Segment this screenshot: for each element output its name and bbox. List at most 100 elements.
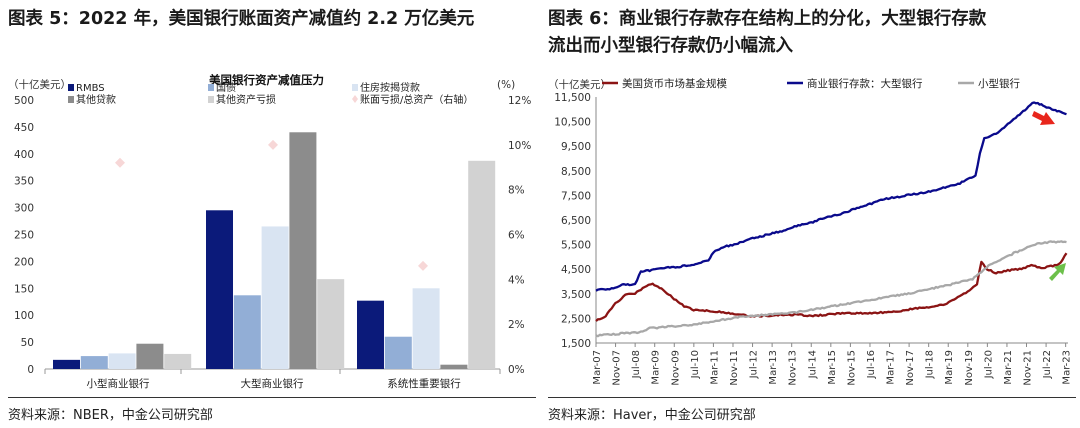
x-tick-label: Mar-17 [886, 350, 897, 385]
line-series-美国货币市场基金规模 [595, 252, 1068, 322]
y-tick-label: 150 [14, 283, 34, 295]
legend-label: 账面亏损/总资产（右轴） [360, 93, 473, 106]
legend-swatch-住房按揭贷款 [352, 84, 358, 91]
x-tick-label: Mar-07 [592, 350, 603, 385]
x-tick-label: Mar-15 [827, 350, 838, 385]
x-category-label: 小型商业银行 [87, 377, 150, 390]
right-source-note: 资料来源：Haver，中金公司研究部 [548, 408, 756, 423]
bar-国债-小型商业银行 [80, 356, 108, 369]
ratio-marker-系统性重要银行 [418, 260, 428, 271]
y-tick-label: 300 [14, 203, 34, 215]
legend-label: 国债 [216, 81, 236, 94]
legend-swatch-国债 [208, 84, 214, 91]
y-tick-label: 11,500 [554, 92, 591, 104]
y-axis-unit: （十亿美元） [548, 78, 611, 91]
legend-label: 美国货币市场基金规模 [622, 77, 727, 90]
y-right-tick-label: 6% [508, 230, 525, 242]
legend-swatch-账面亏损/总资产（右轴） [352, 95, 358, 103]
ratio-marker-小型商业银行 [115, 157, 125, 168]
bar-其他资产亏损-大型商业银行 [317, 279, 345, 369]
y-tick-label: 5,500 [561, 240, 591, 252]
bar-RMBS-系统性重要银行 [357, 300, 384, 369]
x-tick-label: Nov-09 [670, 350, 681, 386]
x-tick-label: Nov-15 [846, 350, 857, 386]
line-series-小型银行 [595, 240, 1067, 338]
x-category-label: 大型商业银行 [241, 377, 304, 390]
line-series-商业银行存款：大型银行 [595, 101, 1067, 292]
bar-其他资产亏损-系统性重要银行 [468, 160, 496, 369]
right-figure-title-line2: 流出而小型银行存款仍小幅流入 [548, 36, 793, 56]
x-tick-label: Nov-17 [905, 350, 916, 386]
legend-label: 小型银行 [978, 77, 1020, 90]
y-tick-label: 4,500 [561, 264, 591, 276]
y-tick-label: 7,500 [561, 190, 591, 202]
bar-住房按揭贷款-大型商业银行 [261, 226, 289, 369]
y-right-tick-label: 10% [508, 140, 531, 152]
y-tick-label: 400 [14, 149, 34, 161]
legend-label: 其他贷款 [76, 93, 116, 106]
y-tick-label: 0 [27, 364, 34, 376]
y-tick-label: 250 [14, 230, 34, 242]
x-tick-label: Nov-13 [788, 350, 799, 386]
y-right-tick-label: 12% [508, 95, 531, 107]
x-tick-label: Nov-19 [964, 350, 975, 386]
x-tick-label: Jul-20 [983, 350, 994, 379]
bar-chart-title: 美国银行资产减值压力 [209, 73, 324, 87]
legend-label: 其他资产亏损 [216, 93, 276, 106]
right-line-chart: （十亿美元） 1,500 2,500 3,500 4,500 5,500 6,500 7,50… [548, 77, 1073, 386]
bar-其他贷款-小型商业银行 [136, 343, 164, 369]
y-tick-label: 50 [21, 337, 34, 349]
bar-其他资产亏损-小型商业银行 [164, 353, 192, 369]
bar-其他贷款-系统性重要银行 [440, 364, 468, 369]
x-tick-label: Mar-23 [1062, 350, 1073, 385]
x-tick-label: Mar-19 [944, 350, 955, 385]
y-tick-label: 2,500 [561, 313, 591, 325]
y-tick-label: 100 [14, 310, 34, 322]
legend-label: 商业银行存款：大型银行 [807, 77, 923, 90]
right-figure-title-line1: 图表 6：商业银行存款存在结构上的分化，大型银行存款 [548, 9, 987, 29]
right-source-divider [548, 397, 1076, 398]
y-tick-label: 8,500 [561, 166, 591, 178]
left-y-axis-unit: （十亿美元） [8, 78, 71, 91]
x-tick-label: Jul-14 [807, 350, 818, 379]
x-tick-label: Nov-07 [612, 350, 623, 386]
x-tick-label: Jul-18 [925, 350, 936, 379]
y-tick-label: 3,500 [561, 289, 591, 301]
bar-住房按揭贷款-系统性重要银行 [412, 288, 440, 369]
x-tick-label: Mar-11 [709, 350, 720, 385]
left-source-divider [8, 397, 536, 398]
left-figure-title: 图表 5：2022 年，美国银行账面资产减值约 2.2 万亿美元 [8, 9, 475, 29]
y-tick-label: 200 [14, 256, 34, 268]
y-tick-label: 500 [14, 95, 34, 107]
bar-RMBS-大型商业银行 [206, 210, 233, 369]
legend-swatch-其他资产亏损 [208, 96, 214, 103]
down-arrow-icon [1032, 111, 1055, 125]
bar-国债-大型商业银行 [233, 295, 261, 369]
y-right-tick-label: 0% [508, 364, 525, 376]
up-arrow-icon [1049, 263, 1066, 281]
x-tick-label: Jul-12 [749, 350, 760, 379]
x-tick-label: Jul-08 [631, 350, 642, 379]
bar-RMBS-小型商业银行 [53, 359, 80, 369]
x-tick-label: Nov-11 [729, 350, 740, 386]
legend-label: RMBS [76, 83, 105, 94]
bar-其他贷款-大型商业银行 [289, 132, 317, 369]
y-tick-label: 9,500 [561, 141, 591, 153]
y-tick-label: 450 [14, 122, 34, 134]
x-tick-label: Jul-22 [1042, 350, 1053, 379]
x-tick-label: Mar-13 [768, 350, 779, 385]
y-tick-label: 6,500 [561, 215, 591, 227]
ratio-marker-大型商业银行 [268, 139, 278, 150]
left-bar-chart: （十亿美元） (%) 0 50 100 150 200 250 300 350 400 450 500 0… [8, 73, 531, 390]
x-tick-label: Jul-10 [690, 350, 701, 379]
y-tick-label: 10,500 [554, 117, 591, 129]
legend-swatch-其他贷款 [68, 96, 74, 103]
right-y-axis-unit: (%) [497, 79, 515, 91]
y-right-tick-label: 4% [508, 274, 525, 286]
x-tick-label: Mar-09 [651, 350, 662, 385]
y-tick-label: 1,500 [561, 338, 591, 350]
bar-国债-系统性重要银行 [384, 336, 412, 369]
legend-swatch-RMBS [68, 84, 74, 91]
y-right-tick-label: 2% [508, 319, 525, 331]
y-tick-label: 350 [14, 176, 34, 188]
